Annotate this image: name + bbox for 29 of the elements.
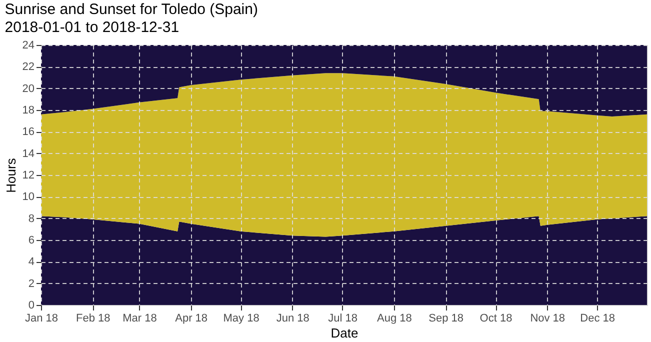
x-axis-title: Date [330, 326, 358, 340]
x-tick-label: Sep 18 [428, 312, 464, 324]
y-tick-label: 4 [28, 256, 34, 268]
y-tick-label: 2 [28, 278, 34, 290]
x-tick-label: Apr 18 [175, 312, 208, 324]
x-tick-label: Jan 18 [24, 312, 58, 324]
x-tick-label: Feb 18 [76, 312, 110, 324]
x-tick-label: Nov 18 [530, 312, 566, 324]
y-tick-label: 0 [28, 300, 34, 312]
chart-subtitle: 2018-01-01 to 2018-12-31 [4, 19, 180, 36]
x-tick-label: May 18 [223, 312, 260, 324]
y-tick-label: 24 [22, 40, 34, 52]
x-tick-label: Jun 18 [276, 312, 310, 324]
y-tick-label: 20 [22, 82, 34, 95]
y-tick-label: 10 [22, 191, 34, 204]
y-tick-label: 12 [22, 170, 34, 182]
y-axis-title: Hours [3, 158, 18, 193]
chart-title: Sunrise and Sunset for Toledo (Spain) [4, 1, 258, 18]
y-tick-label: 18 [22, 104, 34, 116]
y-tick-label: 6 [28, 234, 34, 246]
y-tick-label: 22 [22, 61, 34, 74]
y-tick-label: 8 [28, 212, 34, 225]
x-tick-label: Oct 18 [480, 312, 512, 324]
x-tick-label: Mar 18 [122, 312, 157, 324]
y-tick-label: 14 [22, 148, 34, 160]
x-tick-label: Jul 18 [328, 312, 358, 324]
y-tick-label: 16 [22, 126, 34, 138]
x-tick-label: Dec 18 [580, 312, 615, 324]
x-tick-label: Aug 18 [377, 312, 412, 324]
